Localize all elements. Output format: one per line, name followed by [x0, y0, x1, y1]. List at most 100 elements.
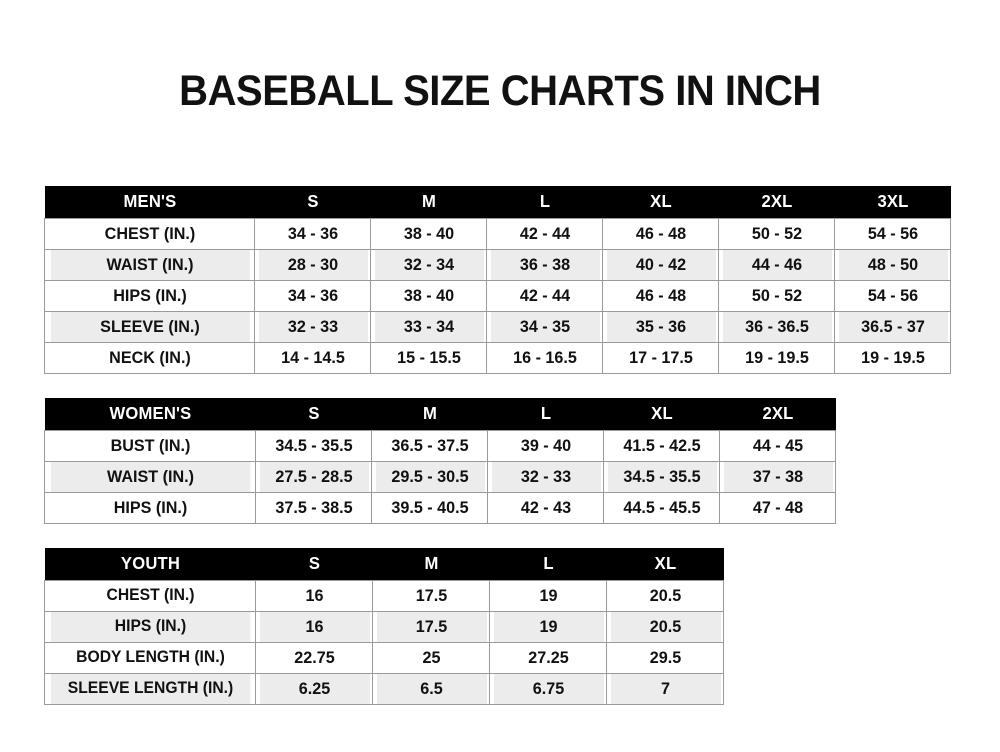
youth-row-label: HIPS (IN.): [49, 610, 251, 643]
youth-header-size-l: L: [542, 553, 554, 574]
measurement-cell: 17.5: [374, 579, 488, 612]
measurement-cell: 34.5 - 35.5: [257, 429, 370, 462]
measurement-cell: 38 - 40: [372, 217, 485, 250]
womens-header-category: WOMEN'S: [109, 403, 191, 424]
measurement-cell: 15 - 15.5: [372, 341, 485, 374]
measurement-cell: 50 - 52: [720, 279, 833, 312]
mens-row-label: NECK (IN.): [49, 341, 250, 374]
womens-header-size-l: L: [540, 403, 551, 424]
measurement-cell: 34.5 - 35.5: [605, 460, 718, 493]
measurement-cell: 46 - 48: [604, 279, 717, 312]
youth-table-body: CHEST (IN.) 16 17.5 19 20.5 HIPS (IN.) 16 17.5 1…: [45, 579, 724, 705]
table-row: BODY LENGTH (IN.) 22.75 25 27.25 29.5: [45, 641, 724, 674]
measurement-cell: 6.25: [257, 672, 371, 705]
measurement-cell: 16 - 16.5: [488, 341, 601, 374]
measurement-cell: 39.5 - 40.5: [373, 491, 486, 524]
measurement-cell: 20.5: [608, 610, 722, 643]
measurement-cell: 36.5 - 37: [836, 310, 949, 343]
measurement-cell: 19: [491, 610, 605, 643]
page-title: BASEBALL SIZE CHARTS IN INCH: [179, 67, 821, 115]
youth-row-label: CHEST (IN.): [49, 579, 251, 612]
table-row: NECK (IN.) 14 - 14.5 15 - 15.5 16 - 16.5 17 …: [45, 341, 951, 374]
mens-header-size-s: S: [306, 191, 319, 212]
measurement-cell: 39 - 40: [489, 429, 602, 462]
mens-row-label: HIPS (IN.): [49, 279, 250, 312]
measurement-cell: 28 - 30: [256, 248, 369, 281]
youth-table-header: YOUTH S M L XL: [44, 548, 724, 580]
womens-row-label: HIPS (IN.): [49, 491, 251, 524]
measurement-cell: 19: [491, 579, 605, 612]
youth-row-label: SLEEVE LENGTH (IN.): [49, 672, 251, 705]
measurement-cell: 36 - 38: [488, 248, 601, 281]
mens-table-header: MEN'S S M L XL 2XL 3XL: [44, 186, 951, 218]
mens-row-label: WAIST (IN.): [49, 248, 250, 281]
measurement-cell: 54 - 56: [836, 279, 949, 312]
measurement-cell: 16: [257, 579, 371, 612]
youth-size-table: YOUTH S M L XL CHEST (IN.) 16 17.5 19 20.5 HIPS (…: [44, 548, 724, 705]
measurement-cell: 37 - 38: [721, 460, 834, 493]
measurement-cell: 42 - 44: [488, 217, 601, 250]
measurement-cell: 50 - 52: [720, 217, 833, 250]
mens-header-size-xl: XL: [649, 191, 672, 212]
womens-header-row: WOMEN'S S M L XL 2XL: [44, 398, 836, 430]
womens-row-label: WAIST (IN.): [49, 460, 251, 493]
measurement-cell: 19 - 19.5: [836, 341, 949, 374]
youth-header-size-xl: XL: [654, 553, 676, 574]
measurement-cell: 25: [374, 641, 488, 674]
measurement-cell: 44 - 46: [720, 248, 833, 281]
measurement-cell: 44.5 - 45.5: [605, 491, 718, 524]
measurement-cell: 54 - 56: [836, 217, 949, 250]
womens-row-label: BUST (IN.): [49, 429, 251, 462]
measurement-cell: 44 - 45: [721, 429, 834, 462]
mens-table-body: CHEST (IN.) 34 - 36 38 - 40 42 - 44 46 - 48 5…: [45, 217, 951, 374]
measurement-cell: 22.75: [257, 641, 371, 674]
table-row: BUST (IN.) 34.5 - 35.5 36.5 - 37.5 39 - 40 4…: [45, 429, 836, 462]
womens-size-table: WOMEN'S S M L XL 2XL BUST (IN.) 34.5 - 35.5 36.…: [44, 398, 836, 524]
womens-table-body: BUST (IN.) 34.5 - 35.5 36.5 - 37.5 39 - 40 4…: [45, 429, 836, 524]
measurement-cell: 27.25: [491, 641, 605, 674]
mens-header-category: MEN'S: [123, 191, 176, 212]
measurement-cell: 38 - 40: [372, 279, 485, 312]
womens-header-size-s: S: [307, 403, 320, 424]
measurement-cell: 40 - 42: [604, 248, 717, 281]
table-row: HIPS (IN.) 37.5 - 38.5 39.5 - 40.5 42 - 43 4…: [45, 491, 836, 524]
measurement-cell: 32 - 34: [372, 248, 485, 281]
measurement-cell: 7: [608, 672, 722, 705]
mens-row-label: SLEEVE (IN.): [49, 310, 250, 343]
measurement-cell: 32 - 33: [256, 310, 369, 343]
measurement-cell: 46 - 48: [604, 217, 717, 250]
youth-header-size-s: S: [308, 553, 320, 574]
mens-row-label: CHEST (IN.): [49, 217, 250, 250]
mens-header-size-l: L: [539, 191, 550, 212]
youth-header-size-m: M: [423, 553, 439, 574]
measurement-cell: 20.5: [608, 579, 722, 612]
womens-header-size-m: M: [422, 403, 437, 424]
measurement-cell: 6.5: [374, 672, 488, 705]
mens-header-size-2xl: 2XL: [760, 191, 793, 212]
measurement-cell: 14 - 14.5: [256, 341, 369, 374]
womens-header-size-2xl: 2XL: [761, 403, 794, 424]
table-row: HIPS (IN.) 34 - 36 38 - 40 42 - 44 46 - 48 50…: [45, 279, 951, 312]
mens-header-size-m: M: [421, 191, 436, 212]
table-row: WAIST (IN.) 27.5 - 28.5 29.5 - 30.5 32 - 33…: [45, 460, 836, 493]
mens-header-row: MEN'S S M L XL 2XL 3XL: [44, 186, 951, 218]
table-row: HIPS (IN.) 16 17.5 19 20.5: [45, 610, 724, 643]
measurement-cell: 32 - 33: [489, 460, 602, 493]
womens-table-header: WOMEN'S S M L XL 2XL: [44, 398, 836, 430]
measurement-cell: 19 - 19.5: [720, 341, 833, 374]
measurement-cell: 47 - 48: [721, 491, 834, 524]
measurement-cell: 42 - 43: [489, 491, 602, 524]
measurement-cell: 33 - 34: [372, 310, 485, 343]
measurement-cell: 16: [257, 610, 371, 643]
table-row: CHEST (IN.) 34 - 36 38 - 40 42 - 44 46 - 48 5…: [45, 217, 951, 250]
measurement-cell: 42 - 44: [488, 279, 601, 312]
measurement-cell: 29.5: [608, 641, 722, 674]
measurement-cell: 17.5: [374, 610, 488, 643]
measurement-cell: 48 - 50: [836, 248, 949, 281]
table-row: WAIST (IN.) 28 - 30 32 - 34 36 - 38 40 - 42 4…: [45, 248, 951, 281]
measurement-cell: 35 - 36: [604, 310, 717, 343]
measurement-cell: 34 - 35: [488, 310, 601, 343]
womens-header-size-xl: XL: [650, 403, 673, 424]
mens-size-table: MEN'S S M L XL 2XL 3XL CHEST (IN.) 34 - 36 38 - …: [44, 186, 951, 374]
